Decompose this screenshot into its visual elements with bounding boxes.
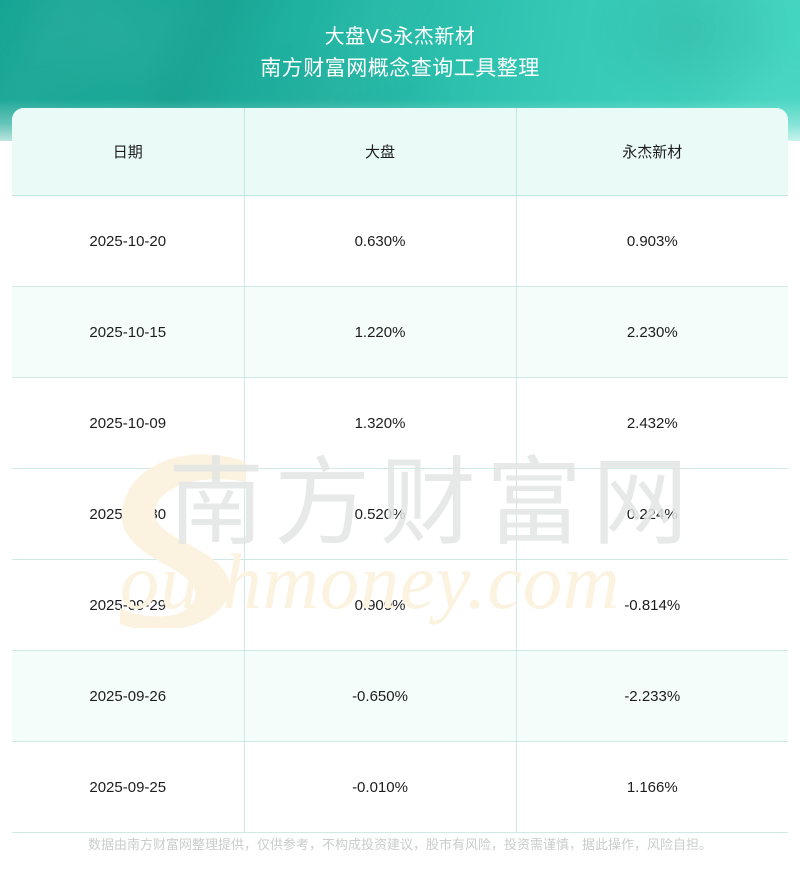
table-header: 日期 大盘 永杰新材: [12, 108, 788, 196]
cell-date: 2025-09-25: [12, 741, 245, 833]
cell-date: 2025-09-29: [12, 559, 245, 651]
table-row: 2025-10-20 0.630% 0.903%: [12, 195, 788, 287]
cell-index: -0.650%: [244, 650, 517, 742]
cell-stock: -2.233%: [516, 650, 788, 742]
cell-date: 2025-09-30: [12, 468, 245, 560]
cell-date: 2025-10-20: [12, 195, 245, 287]
banner-title-group: 大盘VS永杰新材 南方财富网概念查询工具整理: [0, 22, 800, 86]
footer-disclaimer: 数据由南方财富网整理提供，仅供参考，不构成投资建议，股市有风险，投资需谨慎，据此…: [87, 837, 712, 852]
column-header-date: 日期: [12, 108, 245, 196]
comparison-table: 日期 大盘 永杰新材 2025-10-20 0.630% 0.903% 2025…: [12, 108, 788, 833]
page-subtitle: 南方财富网概念查询工具整理: [260, 57, 540, 80]
table-row: 2025-10-09 1.320% 2.432%: [12, 377, 788, 469]
table-row: 2025-09-29 0.900% -0.814%: [12, 559, 788, 651]
cell-stock: 0.224%: [516, 468, 788, 560]
cell-index: 0.520%: [244, 468, 517, 560]
cell-index: 1.220%: [244, 286, 517, 378]
cell-index: 0.900%: [244, 559, 517, 651]
cell-stock: 2.230%: [516, 286, 788, 378]
cell-index: 1.320%: [244, 377, 517, 469]
cell-index: 0.630%: [244, 195, 517, 287]
table-body: 2025-10-20 0.630% 0.903% 2025-10-15 1.22…: [12, 195, 788, 833]
cell-stock: 0.903%: [516, 195, 788, 287]
table-row: 2025-09-25 -0.010% 1.166%: [12, 741, 788, 833]
cell-stock: 2.432%: [516, 377, 788, 469]
column-header-index: 大盘: [244, 108, 517, 196]
cell-stock: -0.814%: [516, 559, 788, 651]
column-header-stock: 永杰新材: [516, 108, 788, 196]
table-row: 2025-10-15 1.220% 2.230%: [12, 286, 788, 378]
table-header-row: 日期 大盘 永杰新材: [12, 108, 788, 196]
comparison-table-card: 日期 大盘 永杰新材 2025-10-20 0.630% 0.903% 2025…: [12, 108, 788, 833]
cell-index: -0.010%: [244, 741, 517, 833]
page-header-banner: 大盘VS永杰新材 南方财富网概念查询工具整理: [0, 0, 800, 141]
cell-stock: 1.166%: [516, 741, 788, 833]
cell-date: 2025-10-15: [12, 286, 245, 378]
table-row: 2025-09-26 -0.650% -2.233%: [12, 650, 788, 742]
table-row: 2025-09-30 0.520% 0.224%: [12, 468, 788, 560]
cell-date: 2025-09-26: [12, 650, 245, 742]
page-title: 大盘VS永杰新材: [324, 26, 476, 48]
cell-date: 2025-10-09: [12, 377, 245, 469]
